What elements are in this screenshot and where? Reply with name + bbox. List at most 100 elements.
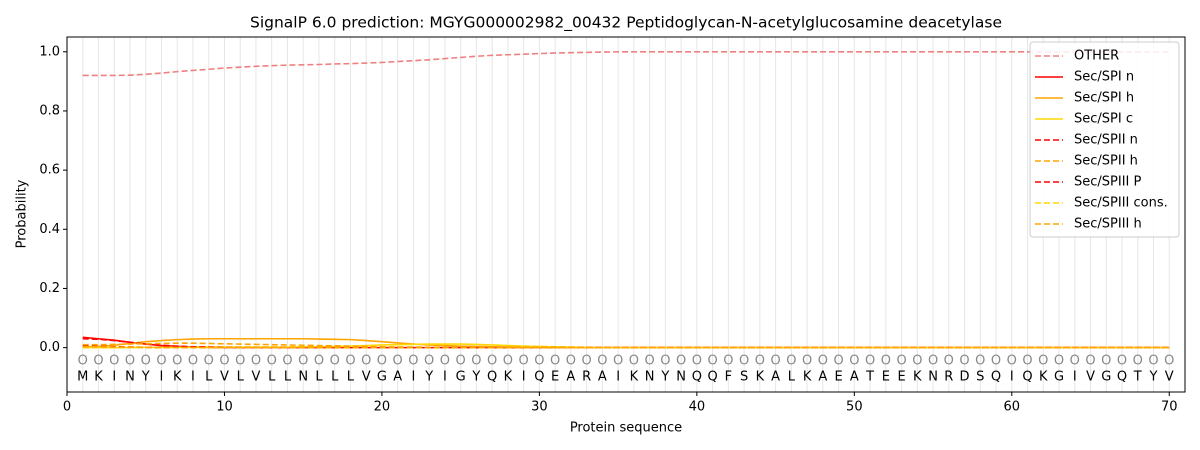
class-label: O (1117, 354, 1127, 369)
residue: K (803, 370, 812, 385)
class-label: O (865, 354, 875, 369)
class-label: O (314, 354, 324, 369)
residue: E (834, 370, 842, 385)
x-tick-label: 40 (689, 400, 706, 415)
class-label: O (503, 354, 513, 369)
class-label: O (613, 354, 623, 369)
class-label: O (912, 354, 922, 369)
residue: G (456, 370, 466, 385)
class-label: O (660, 354, 670, 369)
residue: M (77, 370, 88, 385)
residue: L (347, 370, 355, 385)
residue: I (412, 370, 416, 385)
class-label: O (991, 354, 1001, 369)
y-tick-label: 0.8 (39, 103, 60, 118)
class-label: O (172, 354, 182, 369)
residue: V (1165, 370, 1174, 385)
class-label: O (1022, 354, 1032, 369)
residue: I (1073, 370, 1077, 385)
class-label: O (330, 354, 340, 369)
residue: V (220, 370, 229, 385)
legend-label: Sec/SPI h (1074, 91, 1134, 106)
y-tick-label: 0.2 (39, 281, 60, 296)
residue: R (944, 370, 953, 385)
x-axis-label: Protein sequence (570, 421, 682, 436)
residue: V (362, 370, 371, 385)
residue: Y (424, 370, 433, 385)
residue: N (125, 370, 135, 385)
class-label: O (582, 354, 592, 369)
residue: I (1010, 370, 1014, 385)
residue: K (630, 370, 639, 385)
legend-label: Sec/SPIII cons. (1074, 196, 1168, 211)
residue: I (443, 370, 447, 385)
legend-box (1029, 41, 1180, 238)
y-tick-label: 0.4 (39, 222, 60, 237)
class-label: O (267, 354, 277, 369)
class-label: O (707, 354, 717, 369)
chart-title: SignalP 6.0 prediction: MGYG000002982_00… (250, 14, 1002, 33)
plot-frame (66, 36, 1186, 393)
y-tick-label: 1.0 (39, 44, 60, 59)
class-label: O (487, 354, 497, 369)
class-label: O (345, 354, 355, 369)
legend-label: Sec/SPII n (1074, 133, 1138, 148)
residue: Q (707, 370, 717, 385)
class-label: O (770, 354, 780, 369)
class-label: O (188, 354, 198, 369)
residue: L (284, 370, 292, 385)
residue: I (160, 370, 164, 385)
class-label: O (377, 354, 387, 369)
class-label: O (109, 354, 119, 369)
residue: N (928, 370, 938, 385)
class-label: O (519, 354, 529, 369)
residue: K (94, 370, 103, 385)
class-label: O (235, 354, 245, 369)
class-label: O (928, 354, 938, 369)
class-label: O (566, 354, 576, 369)
legend-label: Sec/SPII h (1074, 154, 1138, 169)
x-tick-label: 60 (1004, 400, 1021, 415)
class-label: O (1101, 354, 1111, 369)
legend-label: Sec/SPIII h (1074, 217, 1142, 232)
class-label: O (849, 354, 859, 369)
residue: V (1086, 370, 1095, 385)
x-tick-label: 20 (374, 400, 391, 415)
residue: Y (660, 370, 669, 385)
residue: L (268, 370, 276, 385)
class-label: O (550, 354, 560, 369)
class-label: O (881, 354, 891, 369)
class-label: O (676, 354, 686, 369)
residue: E (897, 370, 905, 385)
x-tick-label: 30 (531, 400, 548, 415)
residue: L (205, 370, 213, 385)
x-tick-label: 0 (63, 400, 71, 415)
residue: Y (1149, 370, 1158, 385)
residue: Y (141, 370, 150, 385)
class-label: O (471, 354, 481, 369)
class-label: O (1007, 354, 1017, 369)
residue: L (788, 370, 796, 385)
residue: R (582, 370, 591, 385)
class-label: O (456, 354, 466, 369)
class-label: O (959, 354, 969, 369)
legend-label: Sec/SPI n (1074, 70, 1134, 85)
residue: I (616, 370, 620, 385)
class-label: O (219, 354, 229, 369)
class-label: O (692, 354, 702, 369)
residue: S (976, 370, 984, 385)
class-label: O (408, 354, 418, 369)
class-label: O (361, 354, 371, 369)
class-label: O (204, 354, 214, 369)
residue: Y (471, 370, 480, 385)
class-label: O (1148, 354, 1158, 369)
residue: L (331, 370, 339, 385)
residue: L (315, 370, 323, 385)
residue: A (598, 370, 607, 385)
residue: F (725, 370, 732, 385)
residue: K (173, 370, 182, 385)
residue: K (1039, 370, 1048, 385)
class-label: O (1133, 354, 1143, 369)
